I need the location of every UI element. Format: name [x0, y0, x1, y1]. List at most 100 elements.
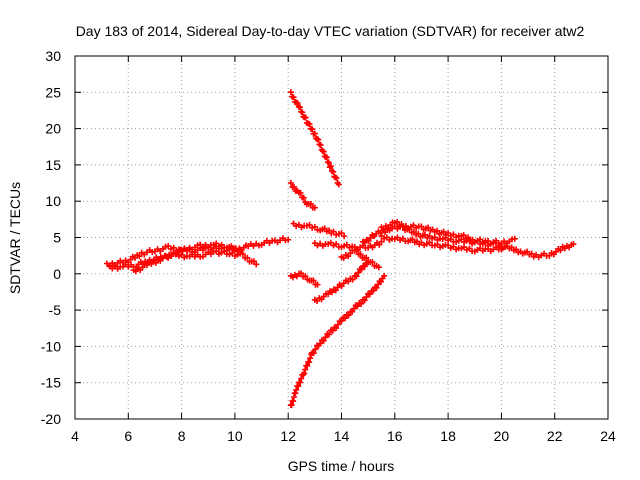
- series-band-lower: [378, 232, 505, 255]
- data-point: [298, 375, 305, 382]
- series-arc-up: [287, 89, 342, 188]
- data-point: [302, 273, 309, 280]
- data-point: [291, 183, 298, 190]
- data-point: [237, 246, 244, 253]
- data-point: [409, 236, 416, 243]
- data-point: [465, 234, 472, 241]
- data-point: [342, 315, 349, 322]
- data-point: [244, 254, 251, 261]
- data-point: [326, 164, 333, 171]
- data-point: [325, 159, 332, 166]
- data-point: [314, 281, 321, 288]
- data-point: [323, 154, 330, 161]
- data-point: [304, 362, 311, 369]
- data-point: [326, 331, 333, 338]
- data-point: [422, 231, 429, 238]
- tick-layer: 4 6 8 10 12 14 16 18 20 22 24 -20 -15 -10 -5 0 5 10 15 20 25…: [41, 48, 616, 444]
- data-point: [353, 247, 360, 254]
- data-point: [338, 229, 345, 236]
- x-tick-label: 18: [440, 428, 456, 444]
- data-point: [433, 227, 440, 234]
- data-point: [309, 126, 316, 133]
- y-tick-label: 25: [45, 84, 61, 100]
- data-point: [320, 148, 327, 155]
- data-point: [418, 223, 425, 230]
- data-point: [317, 340, 324, 347]
- data-point: [136, 253, 143, 260]
- x-tick-label: 16: [387, 428, 403, 444]
- series-arc-neg: [287, 270, 321, 288]
- data-point: [394, 218, 401, 225]
- data-point: [341, 233, 348, 240]
- data-point: [358, 266, 365, 273]
- data-point: [326, 227, 333, 234]
- data-point: [363, 254, 370, 261]
- data-point: [353, 273, 360, 280]
- data-point: [297, 270, 304, 277]
- data-point: [498, 246, 505, 253]
- data-point: [361, 297, 368, 304]
- x-tick-label: 20: [494, 428, 510, 444]
- data-point: [306, 121, 313, 128]
- data-point: [320, 337, 327, 344]
- data-point: [239, 251, 246, 258]
- data-point: [300, 194, 307, 201]
- x-tick-label: 6: [124, 428, 132, 444]
- grid-layer: [75, 56, 608, 419]
- data-point: [557, 247, 564, 254]
- series-arc-neg-2: [311, 258, 372, 304]
- data-point: [295, 383, 302, 390]
- data-point: [373, 284, 380, 291]
- data-point: [293, 386, 300, 393]
- x-tick-label: 4: [71, 428, 79, 444]
- y-tick-label: 15: [45, 157, 61, 173]
- data-point: [333, 175, 340, 182]
- data-point: [425, 224, 432, 231]
- data-point: [381, 272, 388, 279]
- data-point: [349, 276, 356, 283]
- data-point: [334, 321, 341, 328]
- y-tick-label: 20: [45, 121, 61, 137]
- data-point: [398, 220, 405, 227]
- series-band-drop: [338, 247, 382, 271]
- data-point: [354, 303, 361, 310]
- data-point: [355, 269, 362, 276]
- data-point: [311, 130, 318, 137]
- y-tick-label: 10: [45, 193, 61, 209]
- data-point: [310, 350, 317, 357]
- data-point: [333, 325, 340, 332]
- data-point: [361, 263, 368, 270]
- data-point: [330, 228, 337, 235]
- chart-title: Day 183 of 2014, Sidereal Day-to-day VTE…: [76, 23, 585, 39]
- data-point: [330, 168, 337, 175]
- data-point: [299, 109, 306, 116]
- data-point: [312, 346, 319, 353]
- data-point: [294, 100, 301, 107]
- y-tick-label: -20: [41, 411, 61, 427]
- data-point: [370, 287, 377, 294]
- data-point: [317, 142, 324, 149]
- data-point: [307, 200, 314, 207]
- data-point: [297, 379, 304, 386]
- data-point: [322, 334, 329, 341]
- data-point: [307, 355, 314, 362]
- data-point: [315, 136, 322, 143]
- series-band-upper: [378, 218, 518, 247]
- data-point: [375, 281, 382, 288]
- x-tick-label: 22: [547, 428, 563, 444]
- data-point: [414, 238, 421, 245]
- data-point: [297, 104, 304, 111]
- data-point: [285, 236, 292, 243]
- data-point: [287, 89, 294, 96]
- y-tick-label: 0: [53, 266, 61, 282]
- y-tick-label: -10: [41, 338, 61, 354]
- data-point: [363, 294, 370, 301]
- data-point: [301, 370, 308, 377]
- data-point: [528, 250, 535, 257]
- data-point: [378, 238, 385, 245]
- data-point: [310, 277, 317, 284]
- data-point: [168, 253, 175, 260]
- x-tick-label: 12: [280, 428, 296, 444]
- series-arc-mid: [287, 179, 318, 211]
